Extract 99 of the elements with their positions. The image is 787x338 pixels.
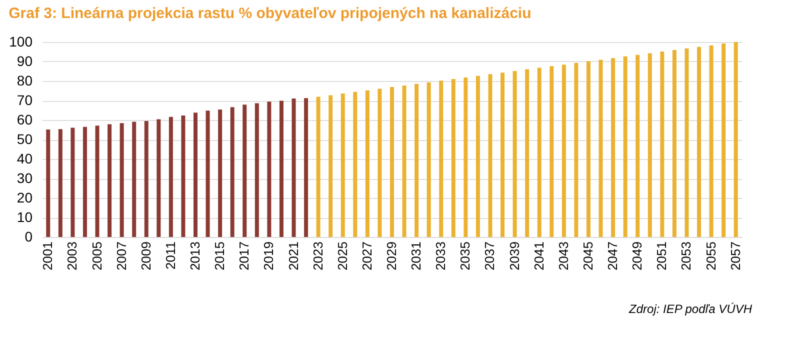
x-tick-label: 2027 [359, 242, 374, 270]
bar [684, 48, 689, 237]
y-tick-label: 30 [16, 170, 33, 186]
y-tick-label: 50 [16, 131, 33, 147]
x-tick-label: 2001 [40, 242, 56, 270]
x-tick-label: 2047 [605, 242, 620, 270]
bar [254, 103, 259, 237]
x-tick-label: 2033 [433, 242, 448, 270]
bar [267, 102, 272, 237]
bar [722, 44, 726, 237]
x-tick-label: 2013 [188, 242, 203, 270]
chart-title: Graf 3: Lineárna projekcia rastu % obyvateľov pripojených na kanalizáciu [8, 5, 532, 22]
bar [58, 129, 62, 237]
x-tick-label: 2039 [506, 242, 522, 270]
bar [500, 72, 505, 237]
y-tick-label: 0 [24, 228, 33, 244]
x-tick-label: 2037 [482, 242, 498, 270]
bar [242, 104, 247, 237]
x-tick-label: 2023 [310, 242, 326, 270]
x-tick-label: 2005 [89, 242, 104, 270]
bar [390, 87, 394, 237]
y-tick-label: 70 [16, 92, 33, 108]
x-tick-label: 2053 [678, 242, 694, 270]
y-tick-label: 60 [16, 112, 33, 128]
bar [488, 74, 492, 237]
x-tick-label: 2011 [162, 242, 178, 270]
bar [574, 62, 578, 237]
bar [451, 79, 456, 237]
bar [734, 42, 738, 237]
y-tick-label: 20 [16, 190, 33, 206]
bar [537, 68, 542, 237]
bar [218, 109, 222, 237]
bar [46, 130, 50, 237]
bar [709, 45, 714, 237]
bar [120, 123, 124, 237]
bar [648, 53, 652, 237]
bar [108, 124, 112, 237]
bar [476, 76, 480, 237]
x-tick-label: 2019 [261, 242, 276, 270]
bar [426, 82, 431, 237]
bar [636, 54, 640, 237]
bar [365, 90, 370, 237]
bar [132, 122, 136, 237]
bar [402, 85, 406, 237]
x-tick-label: 2015 [212, 242, 228, 270]
x-tick-label: 2007 [114, 242, 129, 270]
bar [304, 98, 308, 237]
x-tick-label: 2045 [580, 242, 596, 270]
bar [316, 96, 320, 237]
bar [156, 119, 161, 237]
x-tick-label: 2057 [728, 242, 743, 270]
bar [206, 110, 210, 237]
text: Zdroj: IEP podľa VÚVH [628, 302, 752, 316]
x-tick-label: 2017 [236, 242, 252, 270]
x-tick-label: 2029 [384, 242, 399, 270]
bar [144, 120, 148, 237]
x-tick-label: 2021 [286, 242, 301, 270]
x-tick-label: 2043 [556, 242, 571, 270]
bar [82, 126, 87, 237]
y-tick-label: 80 [16, 72, 33, 88]
bar [328, 95, 333, 237]
x-tick-label: 2025 [334, 242, 350, 270]
x-tick-label: 2009 [138, 242, 154, 270]
x-tick-label: 2041 [531, 242, 546, 270]
bar [611, 58, 616, 237]
bar [598, 60, 603, 237]
bar [181, 116, 186, 237]
x-tick-label: 2051 [654, 242, 670, 270]
bar [292, 98, 296, 237]
bar [95, 126, 100, 237]
bar [562, 64, 566, 237]
bar [512, 71, 517, 237]
x-tick-label: 2049 [630, 242, 645, 270]
bar [340, 93, 345, 237]
bar [378, 88, 382, 237]
x-tick-label: 2055 [703, 242, 718, 270]
x-tick-label: 2031 [408, 242, 424, 270]
y-tick-label: 100 [9, 34, 33, 50]
bar [279, 100, 284, 237]
bar [230, 107, 234, 237]
bar [672, 50, 676, 237]
bar [439, 80, 444, 237]
y-tick-label: 40 [16, 150, 33, 166]
x-tick-label: 2003 [64, 242, 80, 270]
bar [525, 69, 530, 237]
x-tick-label: 2035 [458, 242, 473, 270]
bar [464, 77, 468, 237]
bar [697, 46, 702, 237]
bar [168, 116, 173, 237]
bar [414, 84, 419, 237]
bar [194, 112, 198, 237]
y-tick-label: 90 [16, 53, 33, 69]
bar [623, 56, 628, 237]
y-tick-label: 10 [16, 209, 33, 225]
bar [550, 66, 554, 237]
bar [660, 52, 664, 237]
bar [70, 128, 75, 237]
bar [353, 92, 358, 237]
bar [586, 61, 590, 237]
